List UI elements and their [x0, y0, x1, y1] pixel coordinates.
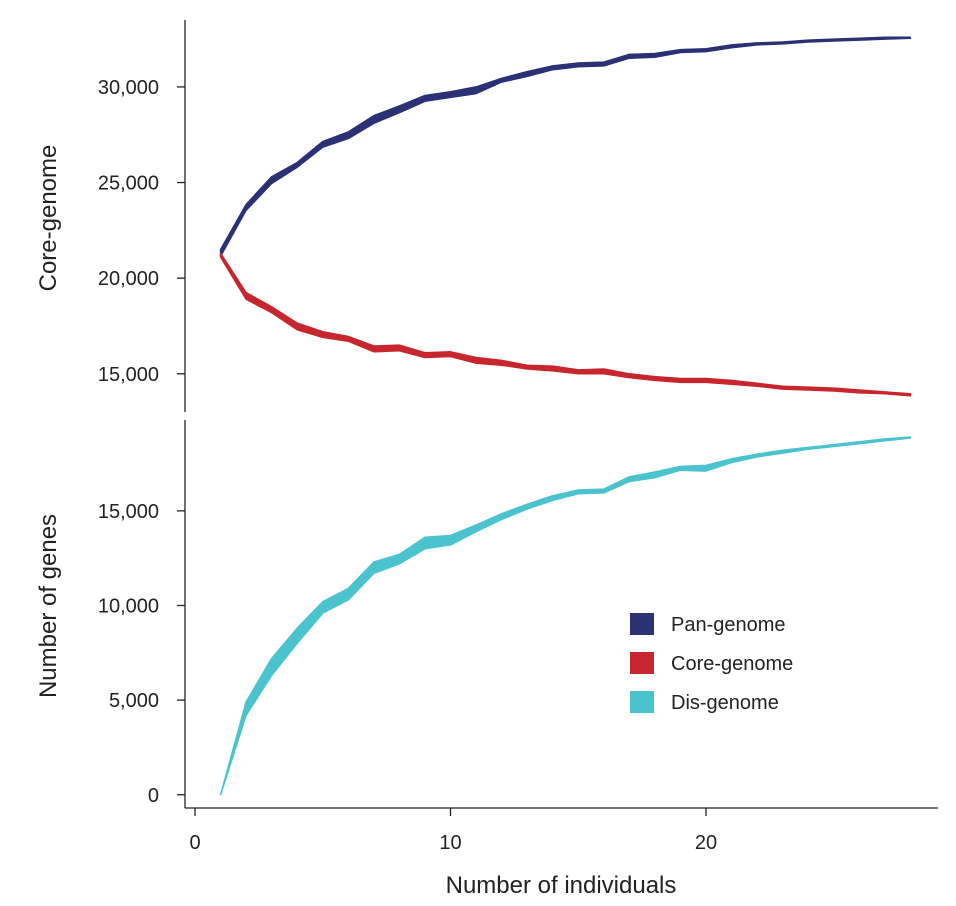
lower-y-tick-label: 15,000: [98, 501, 159, 523]
x-tick-label: 0: [189, 832, 200, 854]
series-bands: [219, 36, 912, 796]
pan-genome-band: [219, 36, 912, 257]
core-genome-band: [219, 252, 912, 397]
legend-label-pan-genome: Pan-genome: [671, 614, 786, 636]
x-tick-label: 10: [439, 832, 461, 854]
legend: Pan-genome Core-genome Dis-genome: [630, 613, 793, 714]
upper-y-tick-label: 30,000: [98, 77, 159, 99]
axes: [184, 20, 938, 809]
upper-y-tick-label: 20,000: [98, 268, 159, 290]
x-axis-title: Number of individuals: [446, 872, 677, 899]
upper-y-tick-label: 15,000: [98, 364, 159, 386]
upper-y-tick-label: 25,000: [98, 173, 159, 195]
lower-y-tick-label: 0: [148, 785, 159, 807]
legend-swatch-pan-genome: [630, 613, 654, 635]
dis-genome-band: [219, 436, 912, 796]
legend-swatch-dis-genome: [630, 691, 654, 713]
upper-y-axis-title: Core-genome: [35, 145, 62, 292]
legend-label-core-genome: Core-genome: [671, 653, 793, 675]
lower-y-tick-label: 10,000: [98, 595, 159, 617]
legend-swatch-core-genome: [630, 652, 654, 674]
lower-y-axis-title: Number of genes: [35, 514, 62, 698]
legend-label-dis-genome: Dis-genome: [671, 692, 779, 714]
x-tick-label: 20: [695, 832, 717, 854]
ticks: 15,000 20,000 25,000 30,000 0 5,000 10,000 15,0…: [98, 77, 717, 854]
lower-y-tick-label: 5,000: [109, 690, 159, 712]
